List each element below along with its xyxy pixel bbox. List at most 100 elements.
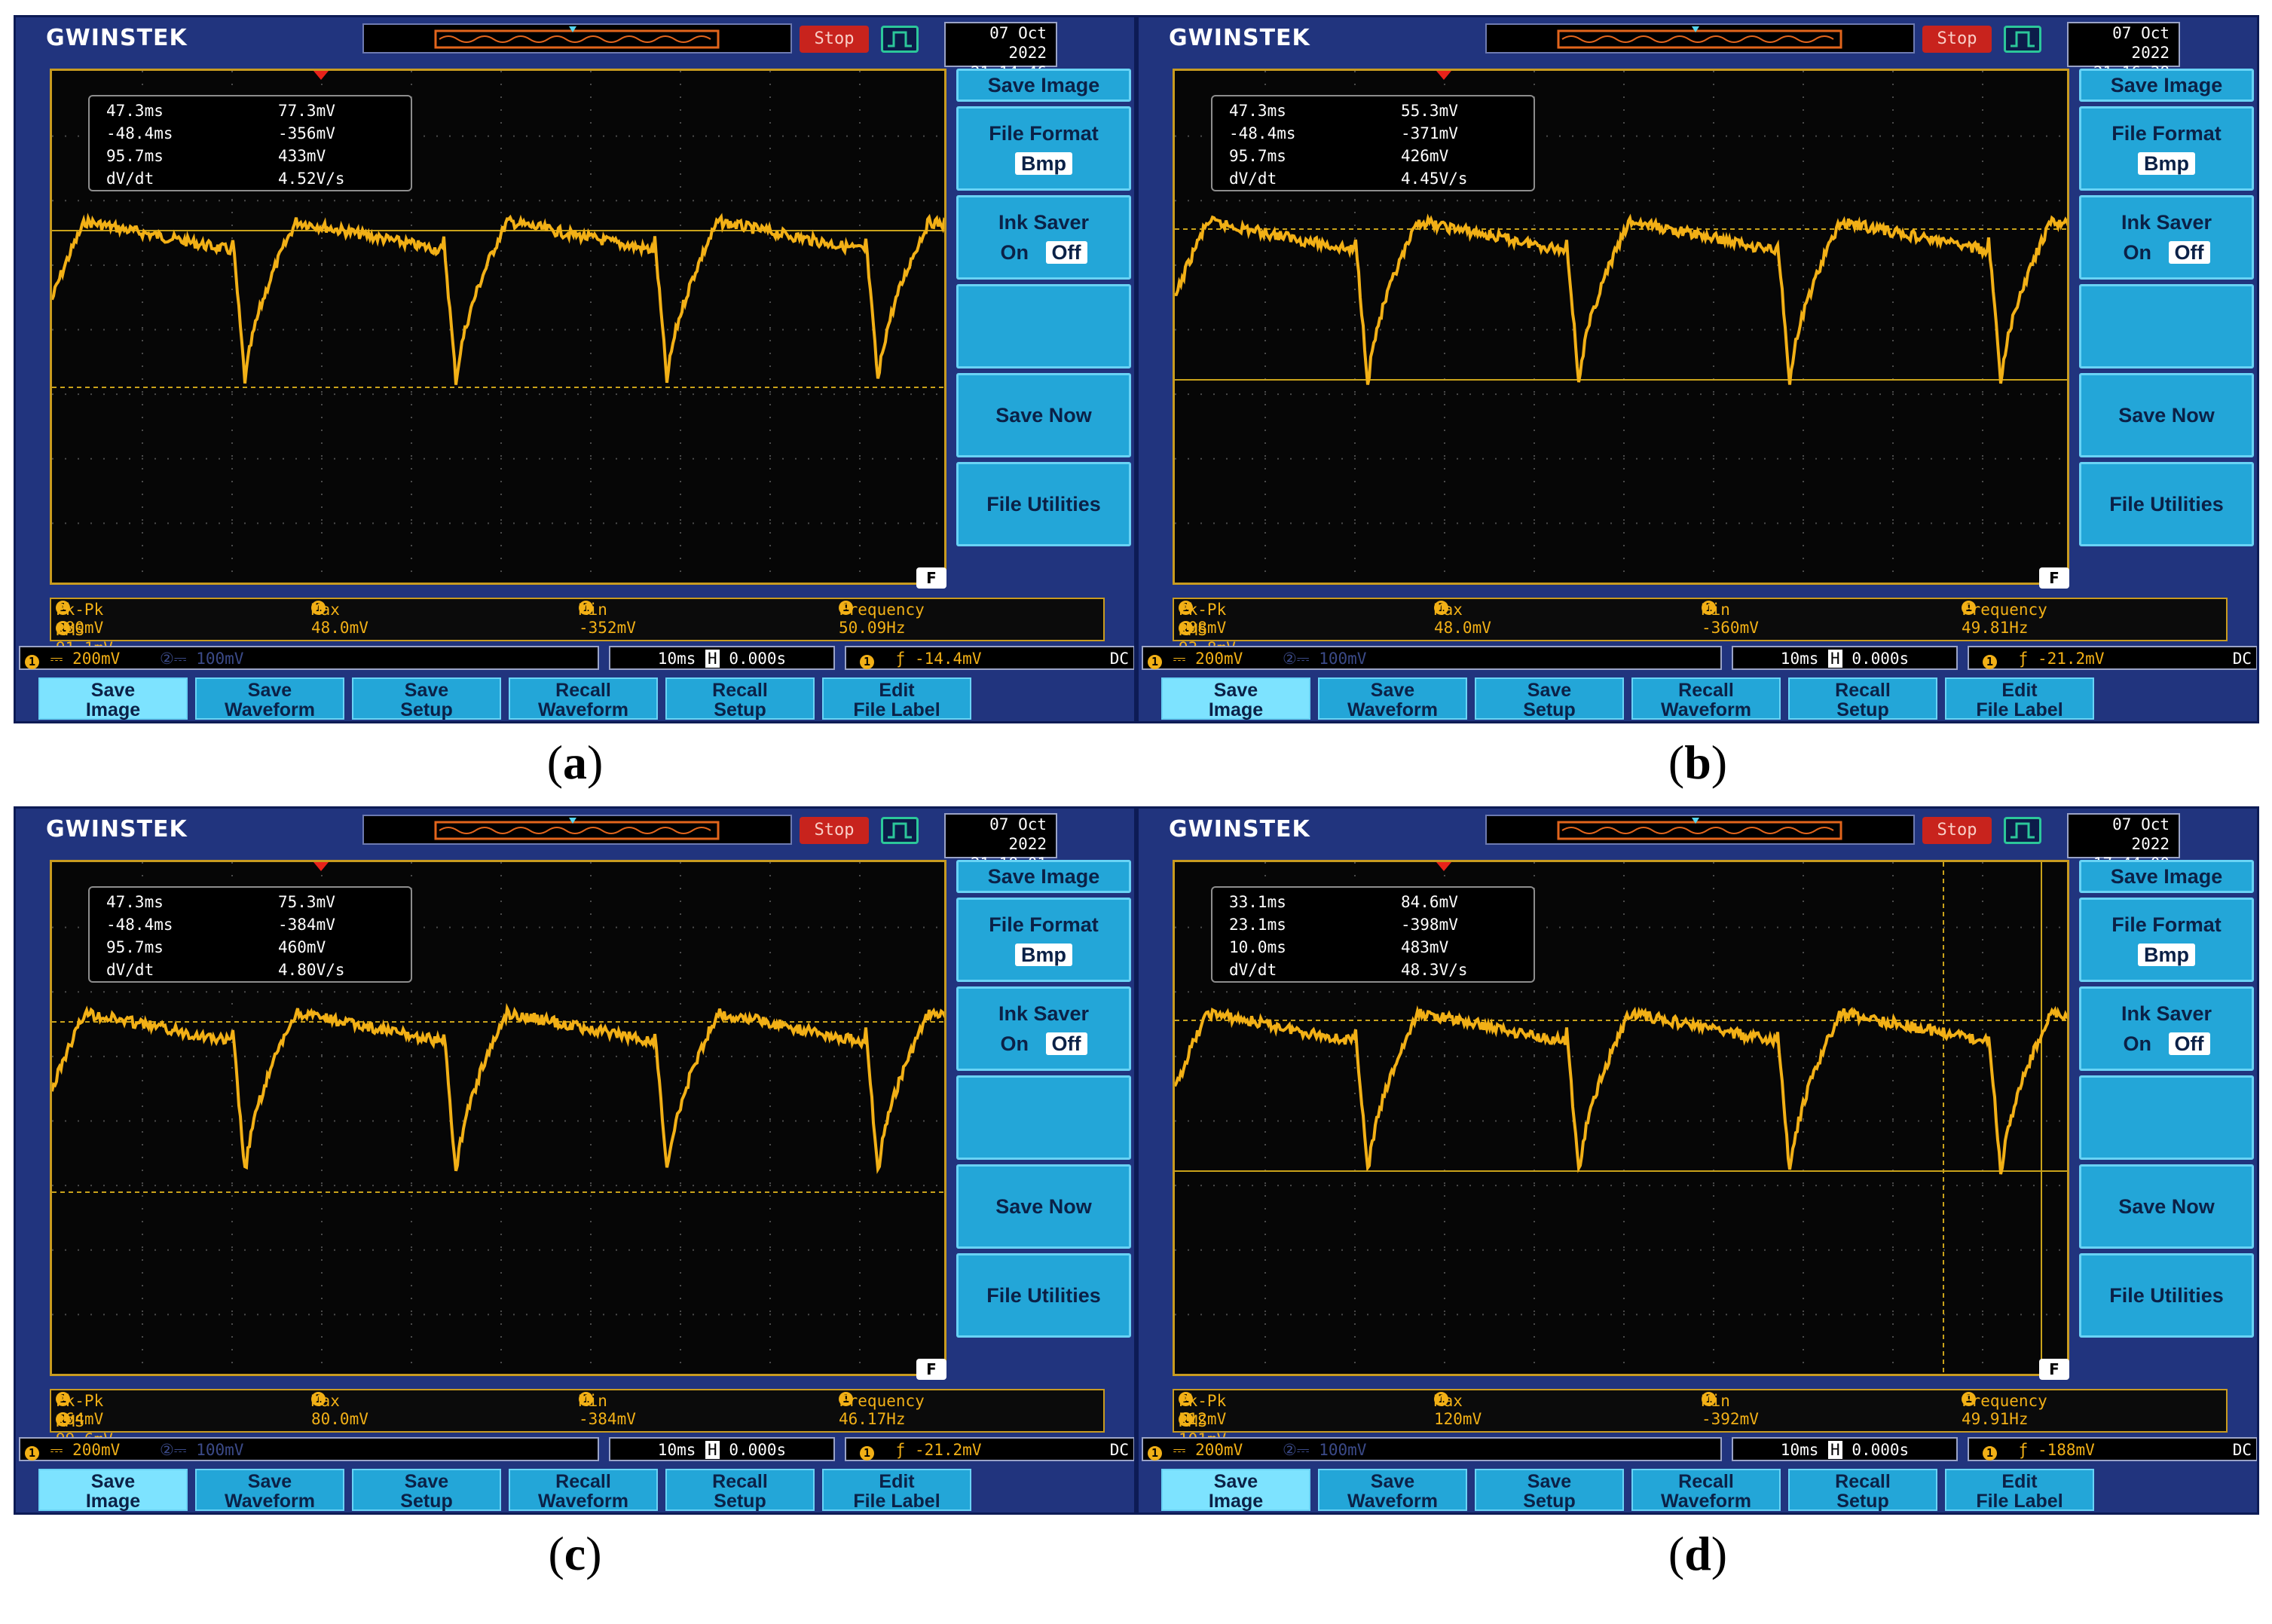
recall-waveform-softkey[interactable]: Recall Waveform bbox=[1631, 677, 1781, 720]
save-waveform-softkey[interactable]: Save Waveform bbox=[195, 677, 344, 720]
file-utilities-button[interactable]: File Utilities bbox=[956, 462, 1131, 546]
cursor1-voltage: 77.3mV bbox=[278, 102, 335, 120]
blank-side-button[interactable] bbox=[2079, 1075, 2254, 1160]
save-waveform-softkey[interactable]: Save Waveform bbox=[1318, 677, 1467, 720]
ink-saver-button[interactable]: Ink Saver On Off bbox=[2079, 195, 2254, 280]
save-image-softkey[interactable]: Save Image bbox=[1161, 677, 1310, 720]
delta-voltage: 483mV bbox=[1401, 938, 1449, 956]
function-badge: F bbox=[2039, 567, 2069, 589]
recall-setup-softkey[interactable]: Recall Setup bbox=[665, 677, 815, 720]
cursor1-time: 47.3ms bbox=[106, 893, 164, 911]
file-utilities-label: File Utilities bbox=[986, 493, 1101, 515]
save-image-softkey[interactable]: Save Image bbox=[38, 1469, 188, 1511]
file-format-button[interactable]: File Format Bmp bbox=[2079, 106, 2254, 191]
waveform-display: 47.3ms 75.3mV -48.4ms -384mV 95.7ms 460mV d… bbox=[50, 860, 946, 1376]
side-menu: Save Image File Format Bmp Ink Saver On Of… bbox=[956, 860, 1131, 1387]
recall-setup-softkey[interactable]: Recall Setup bbox=[665, 1469, 815, 1511]
ch2-scale: 100mV bbox=[196, 650, 244, 668]
save-waveform-softkey[interactable]: Save Waveform bbox=[195, 1469, 344, 1511]
softkey-line2: Setup bbox=[400, 1491, 453, 1512]
ink-saver-label: Ink Saver bbox=[998, 1002, 1090, 1025]
save-now-button[interactable]: Save Now bbox=[2079, 1164, 2254, 1249]
ink-saver-button[interactable]: Ink Saver On Off bbox=[956, 195, 1131, 280]
brand-logo: GWINSTEK bbox=[46, 816, 188, 843]
side-menu-title: Save Image bbox=[956, 860, 1131, 893]
softkey-line2: Setup bbox=[714, 699, 766, 720]
graticule bbox=[1175, 71, 2067, 572]
edit-file-label-softkey[interactable]: Edit File Label bbox=[1945, 677, 2094, 720]
save-setup-softkey[interactable]: Save Setup bbox=[1475, 1469, 1624, 1511]
save-now-button[interactable]: Save Now bbox=[956, 373, 1131, 457]
ink-saver-off: Off bbox=[2168, 1032, 2210, 1055]
trigger-level: -21.2mV bbox=[2037, 650, 2105, 668]
ch1-icon: 1 bbox=[25, 1446, 39, 1460]
trigger-level: -188mV bbox=[2037, 1441, 2095, 1459]
save-image-softkey[interactable]: Save Image bbox=[38, 677, 188, 720]
edit-file-label-softkey[interactable]: Edit File Label bbox=[822, 677, 971, 720]
file-format-button[interactable]: File Format Bmp bbox=[956, 898, 1131, 982]
save-setup-softkey[interactable]: Save Setup bbox=[1475, 677, 1624, 720]
max-value: Max 80.0mV bbox=[311, 1392, 368, 1428]
blank-side-button[interactable] bbox=[956, 284, 1131, 369]
channel-scale-bar: 1 ⎓ 200mV ②⎓ 100mV bbox=[19, 1437, 599, 1461]
save-waveform-softkey[interactable]: Save Waveform bbox=[1318, 1469, 1467, 1511]
file-format-label: File Format bbox=[989, 122, 1099, 145]
recall-waveform-softkey[interactable]: Recall Waveform bbox=[509, 1469, 658, 1511]
trigger-bar: 1 ƒ -14.4mV DC bbox=[845, 646, 1134, 670]
run-stop-button[interactable]: Stop bbox=[1922, 817, 1992, 844]
run-stop-button[interactable]: Stop bbox=[800, 26, 869, 53]
blank-side-button[interactable] bbox=[2079, 284, 2254, 369]
trigger-bar: 1 ƒ -21.2mV DC bbox=[1968, 646, 2257, 670]
file-format-label: File Format bbox=[989, 913, 1099, 936]
file-format-value: Bmp bbox=[2138, 944, 2195, 966]
cursor2-time: -48.4ms bbox=[106, 916, 173, 934]
max-value: Max 48.0mV bbox=[1434, 601, 1491, 637]
ch2-scale: 100mV bbox=[1319, 1441, 1367, 1459]
horizontal-position: 0.000s bbox=[729, 650, 787, 668]
recall-waveform-softkey[interactable]: Recall Waveform bbox=[1631, 1469, 1781, 1511]
run-stop-button[interactable]: Stop bbox=[800, 817, 869, 844]
scope-panel-d: GWINSTEK Stop 07 Oct 2022 17:44:00 33.1m… bbox=[1136, 806, 2259, 1624]
run-stop-button[interactable]: Stop bbox=[1922, 26, 1992, 53]
save-now-button[interactable]: Save Now bbox=[2079, 373, 2254, 457]
softkey-line1: Recall bbox=[1835, 680, 1891, 701]
softkey-line2: Setup bbox=[1836, 699, 1889, 720]
file-utilities-button[interactable]: File Utilities bbox=[956, 1253, 1131, 1338]
ch1-icon: 1 bbox=[1179, 601, 1193, 615]
recall-setup-softkey[interactable]: Recall Setup bbox=[1788, 677, 1937, 720]
save-setup-softkey[interactable]: Save Setup bbox=[352, 677, 501, 720]
ch1-icon: 1 bbox=[579, 601, 593, 615]
file-utilities-button[interactable]: File Utilities bbox=[2079, 462, 2254, 546]
trigger-level: -14.4mV bbox=[914, 650, 982, 668]
oscilloscope-frame: GWINSTEK Stop 07 Oct 2022 17:44:00 33.1m… bbox=[1136, 806, 2259, 1515]
ink-saver-button[interactable]: Ink Saver On Off bbox=[956, 986, 1131, 1071]
file-format-button[interactable]: File Format Bmp bbox=[956, 106, 1131, 191]
recall-waveform-softkey[interactable]: Recall Waveform bbox=[509, 677, 658, 720]
save-image-softkey[interactable]: Save Image bbox=[1161, 1469, 1310, 1511]
date-time-display: 07 Oct 2022 21:18:01 bbox=[944, 813, 1057, 873]
date-text: 07 Oct 2022 bbox=[989, 24, 1047, 62]
ch1-icon: 1 bbox=[56, 621, 70, 635]
ch1-icon: 1 bbox=[1434, 1392, 1448, 1406]
file-format-value: Bmp bbox=[2138, 152, 2195, 175]
edit-file-label-softkey[interactable]: Edit File Label bbox=[822, 1469, 971, 1511]
ink-saver-button[interactable]: Ink Saver On Off bbox=[2079, 986, 2254, 1071]
file-format-button[interactable]: File Format Bmp bbox=[2079, 898, 2254, 982]
save-now-button[interactable]: Save Now bbox=[956, 1164, 1131, 1249]
recall-setup-softkey[interactable]: Recall Setup bbox=[1788, 1469, 1937, 1511]
blank-side-button[interactable] bbox=[956, 1075, 1131, 1160]
save-setup-softkey[interactable]: Save Setup bbox=[352, 1469, 501, 1511]
cursor1-voltage: 55.3mV bbox=[1401, 102, 1458, 120]
side-menu-title: Save Image bbox=[2079, 860, 2254, 893]
timebase-bar: 10ms H 0.000s bbox=[609, 646, 835, 670]
figure-caption: (b) bbox=[1668, 736, 1728, 789]
min-value: Min -360mV bbox=[1702, 601, 1759, 637]
delta-voltage: 426mV bbox=[1401, 147, 1449, 165]
delta-time: 95.7ms bbox=[106, 147, 164, 165]
softkey-line1: Save bbox=[1370, 1471, 1415, 1492]
edit-file-label-softkey[interactable]: Edit File Label bbox=[1945, 1469, 2094, 1511]
cursor2-voltage: -398mV bbox=[1401, 916, 1458, 934]
softkey-line1: Save bbox=[404, 680, 449, 701]
ch1-waveform bbox=[52, 213, 944, 385]
file-utilities-button[interactable]: File Utilities bbox=[2079, 1253, 2254, 1338]
